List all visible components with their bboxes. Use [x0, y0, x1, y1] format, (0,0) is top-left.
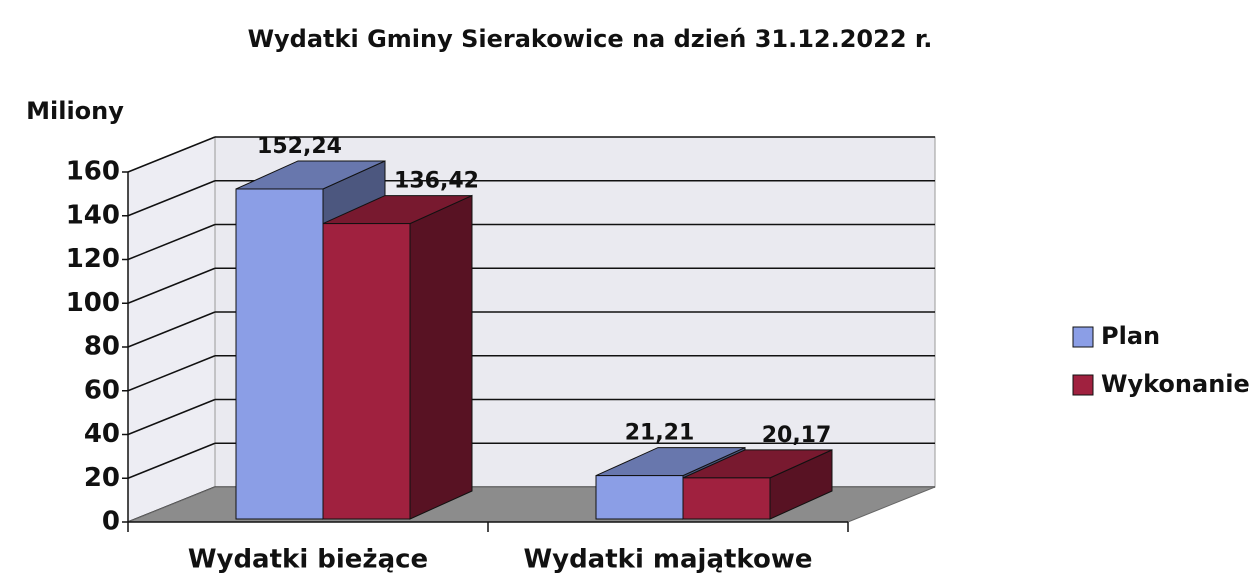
- bar: [322, 194, 473, 520]
- value-label: 136,42: [394, 169, 479, 194]
- grid-line-side: [127, 267, 216, 304]
- grid-line-side: [127, 311, 216, 348]
- grid-line-side: [127, 398, 216, 436]
- bar-front: [682, 477, 771, 520]
- grid-line-side: [127, 136, 216, 173]
- grid-line-side: [127, 180, 216, 217]
- y-tick-label: 0: [102, 507, 120, 537]
- grid-line-side: [127, 355, 216, 392]
- bar-front: [595, 475, 684, 520]
- y-tick-label: 20: [84, 463, 120, 493]
- y-tick-label: 40: [84, 419, 120, 449]
- bar: [682, 449, 833, 520]
- value-label: 21,21: [625, 421, 695, 446]
- y-tick-label: 120: [66, 244, 120, 274]
- legend-swatch: [1072, 326, 1094, 348]
- x-tick-label: Wydatki majątkowe: [523, 545, 812, 575]
- bar-front: [235, 188, 324, 520]
- grid-line-side: [127, 223, 216, 261]
- y-axis-label: Miliony: [26, 97, 124, 125]
- value-label: 152,24: [257, 134, 342, 159]
- legend-swatch: [1072, 374, 1094, 396]
- y-tick-label: 100: [66, 288, 120, 318]
- y-tick-label: 80: [84, 332, 120, 362]
- value-label: 20,17: [762, 423, 832, 448]
- y-tick-label: 160: [66, 157, 120, 187]
- y-tick-label: 60: [84, 375, 120, 405]
- bar-side: [409, 194, 473, 520]
- chart-title: Wydatki Gminy Sierakowice na dzień 31.12…: [248, 25, 933, 53]
- grid-line-side: [127, 442, 216, 479]
- bar-front: [322, 223, 411, 520]
- y-tick-label: 140: [66, 200, 120, 230]
- legend-label: Wykonanie: [1101, 370, 1250, 398]
- legend-label: Plan: [1101, 322, 1160, 350]
- x-tick-label: Wydatki bieżące: [188, 545, 428, 575]
